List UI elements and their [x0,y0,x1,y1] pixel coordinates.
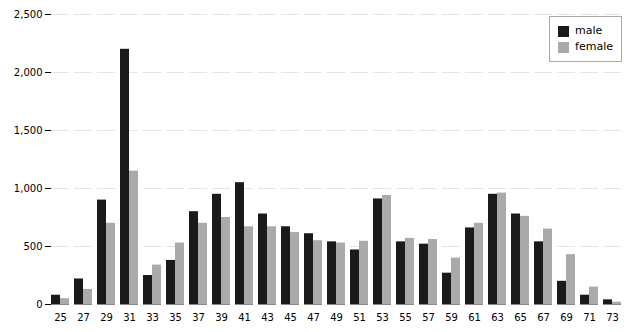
svg-text:29: 29 [100,312,113,323]
svg-text:49: 49 [330,312,343,323]
html-text:female: female [575,40,613,53]
svg-text:39: 39 [215,312,228,323]
svg-text:57: 57 [422,312,435,323]
svg-text:51: 51 [353,312,366,323]
svg-text:33: 33 [146,312,159,323]
svg-text:0: 0 [36,299,42,310]
svg-text:27: 27 [77,312,90,323]
svg-text:1,000: 1,000 [14,183,43,194]
svg-text:69: 69 [560,312,573,323]
svg-text:65: 65 [514,312,527,323]
svg-text:71: 71 [583,312,596,323]
svg-text:41: 41 [238,312,251,323]
svg-text:47: 47 [307,312,320,323]
svg-text:61: 61 [468,312,481,323]
svg-text:53: 53 [376,312,389,323]
svg-text:25: 25 [54,312,67,323]
svg-text:31: 31 [123,312,136,323]
svg-text:63: 63 [491,312,504,323]
svg-text:73: 73 [606,312,619,323]
svg-text:500: 500 [23,241,42,252]
svg-text:67: 67 [537,312,550,323]
svg-text:1,500: 1,500 [14,125,43,136]
svg-text:45: 45 [284,312,297,323]
svg-text:2,500: 2,500 [14,9,43,20]
svg-text:37: 37 [192,312,205,323]
svg-text:43: 43 [261,312,274,323]
svg-text:59: 59 [445,312,458,323]
svg-text:55: 55 [399,312,412,323]
html-text:male: male [575,24,603,37]
svg-text:35: 35 [169,312,182,323]
svg-text:2,000: 2,000 [14,67,43,78]
